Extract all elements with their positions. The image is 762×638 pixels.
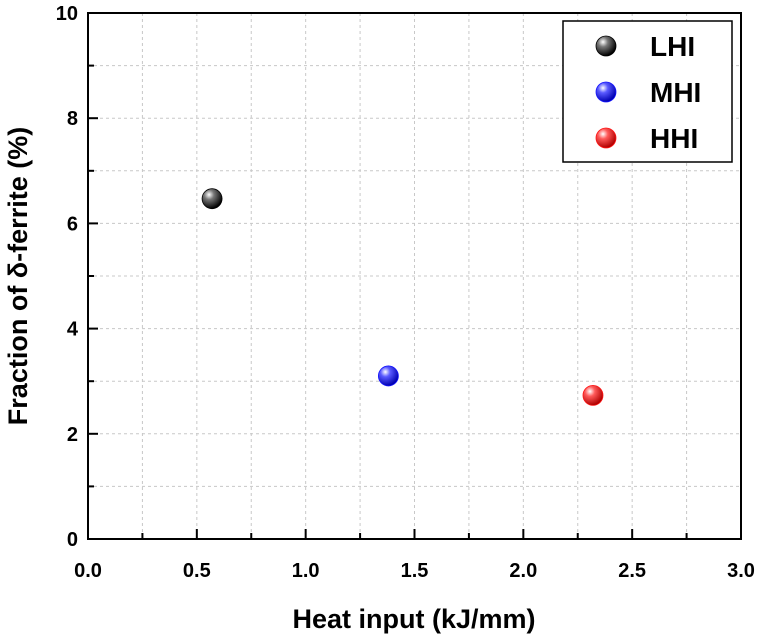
y-axis-title: Fraction of δ-ferrite (%) xyxy=(3,127,33,425)
axis-ticks xyxy=(87,12,742,540)
legend-marker-mhi xyxy=(595,81,617,103)
y-tick-label: 2 xyxy=(67,424,78,446)
legend-label-hhi: HHI xyxy=(650,123,698,154)
x-tick-label: 0.5 xyxy=(183,560,211,582)
data-point-lhi xyxy=(201,188,223,210)
x-tick-label: 2.0 xyxy=(509,560,537,582)
axis-tick-labels: 0.0 0.5 1.0 1.5 2.0 2.5 3.0 0 2 4 6 8 10 xyxy=(56,3,755,582)
y-tick-label: 10 xyxy=(56,3,78,25)
legend-label-lhi: LHI xyxy=(650,31,695,62)
x-tick-label: 2.5 xyxy=(618,560,646,582)
x-tick-label: 0.0 xyxy=(74,560,102,582)
x-tick-label: 1.5 xyxy=(401,560,429,582)
data-point-hhi xyxy=(582,385,604,406)
y-tick-label: 6 xyxy=(67,213,78,235)
data-point-mhi xyxy=(377,365,399,387)
legend-label-mhi: MHI xyxy=(650,77,701,108)
x-tick-label: 3.0 xyxy=(727,560,755,582)
y-tick-label: 8 xyxy=(67,108,78,130)
data-points xyxy=(201,188,604,406)
y-tick-label: 0 xyxy=(67,529,78,551)
x-axis-title: Heat input (kJ/mm) xyxy=(292,604,535,634)
legend-marker-hhi xyxy=(595,127,617,149)
legend: LHI MHI HHI xyxy=(562,20,733,163)
y-tick-label: 4 xyxy=(67,319,79,341)
legend-marker-lhi xyxy=(595,35,617,57)
grid-lines xyxy=(88,13,741,539)
x-tick-label: 1.0 xyxy=(292,560,320,582)
legend-box xyxy=(562,20,733,163)
